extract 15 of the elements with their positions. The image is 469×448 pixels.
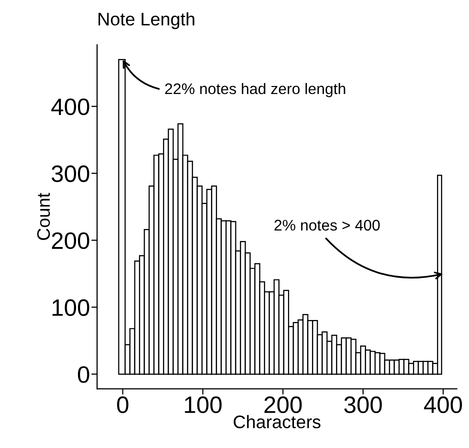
x-axis-title: Characters	[234, 415, 320, 428]
x-tick-label: 400	[424, 396, 462, 414]
y-axis-title: Count	[37, 192, 50, 240]
y-tick-label: 0	[78, 366, 90, 383]
chart-title: Note Length	[98, 12, 194, 30]
y-tick-label: 100	[52, 299, 90, 316]
x-tick-label: 100	[184, 396, 222, 414]
x-tick-label: 300	[344, 396, 382, 414]
x-tick-label: 0	[117, 396, 128, 414]
y-tick-label: 400	[51, 98, 90, 116]
annotation: 2% notes > 400	[274, 220, 380, 231]
y-tick-label: 300	[52, 165, 90, 182]
x-tick-label: 200	[264, 396, 302, 414]
annotation: 22% notes had zero length	[165, 82, 346, 98]
y-tick-label: 200	[52, 232, 90, 250]
